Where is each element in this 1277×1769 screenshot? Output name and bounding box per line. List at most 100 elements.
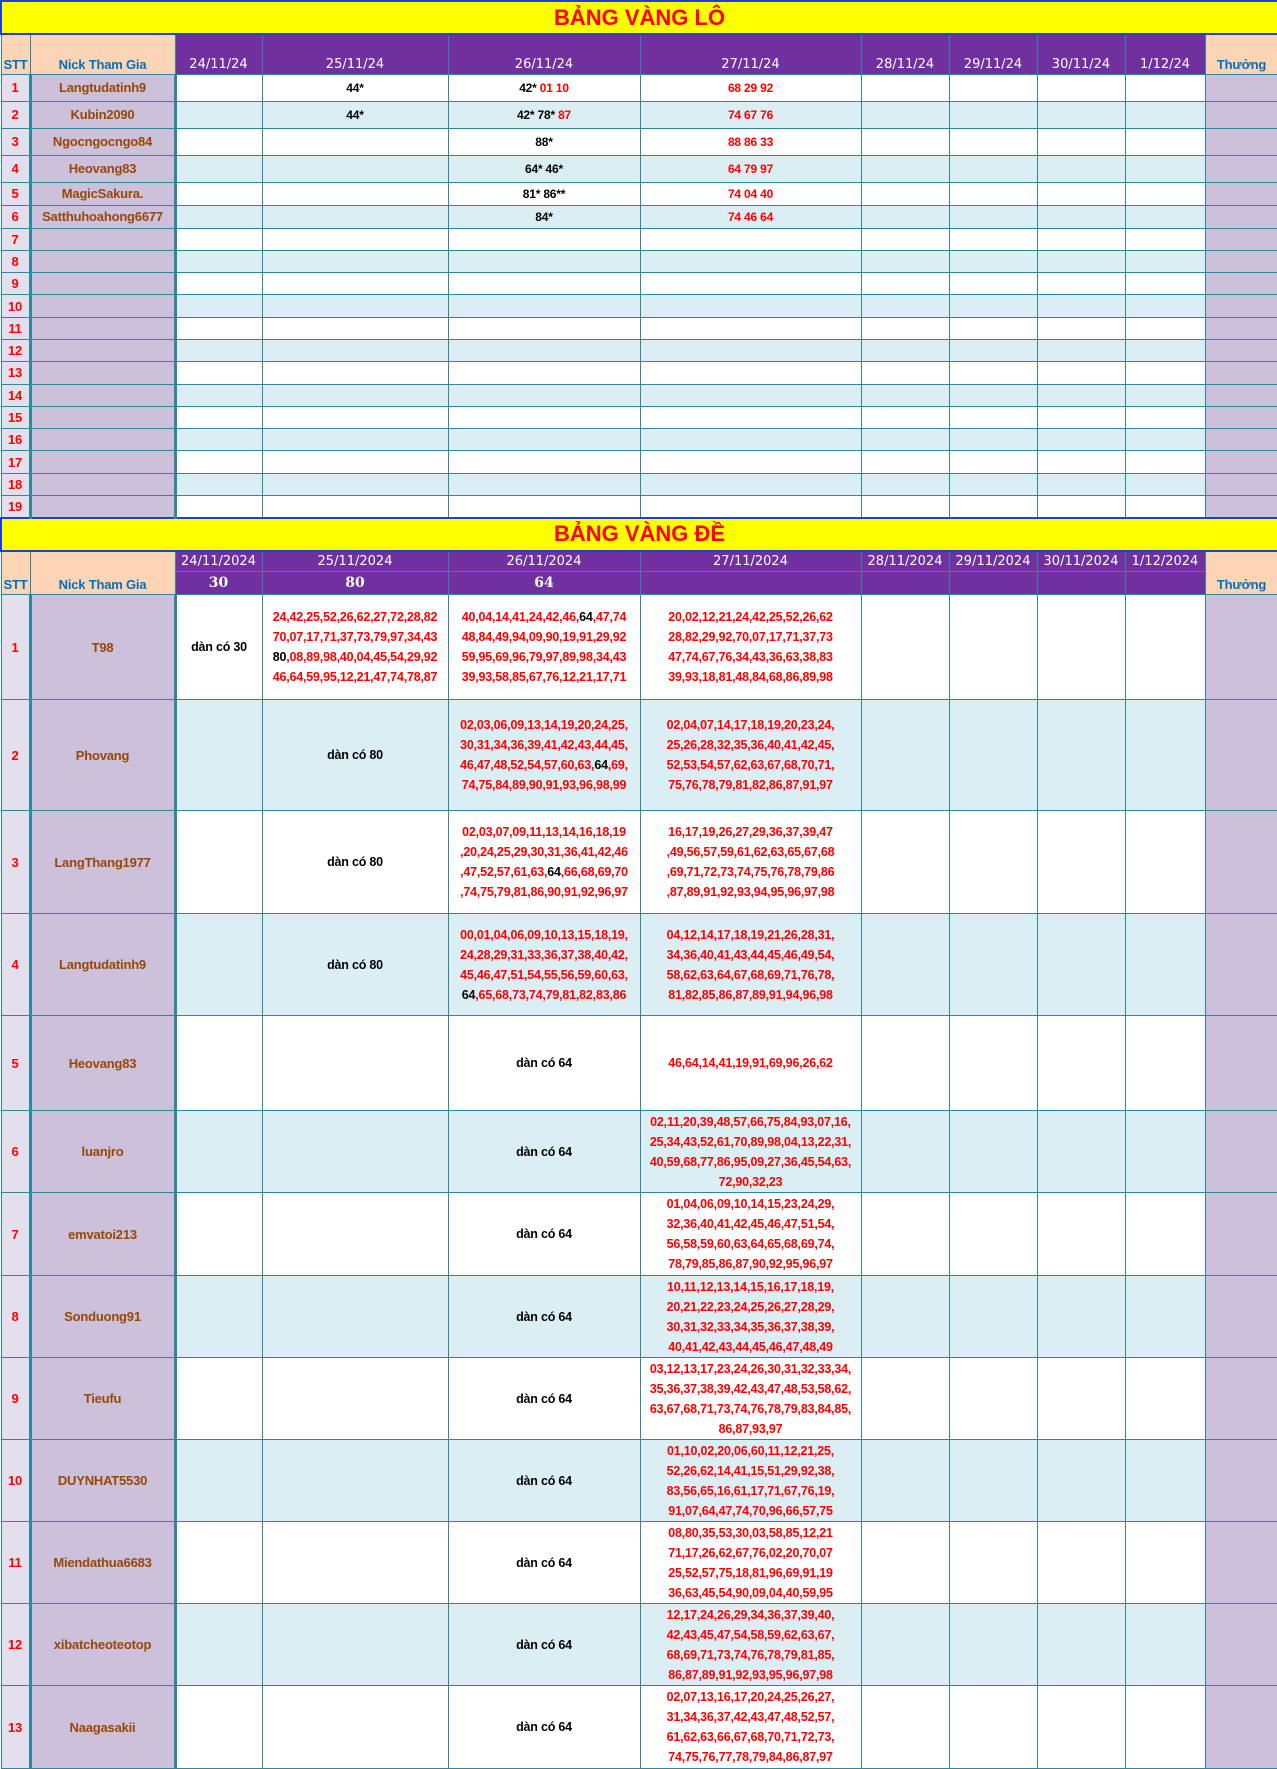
pick-cell[interactable]: 02,03,06,09,13,14,19,20,24,25, 30,31,34,3… [447,699,641,812]
pick-cell[interactable] [1036,73,1126,102]
pick-cell[interactable] [639,227,862,251]
pick-cell[interactable] [1124,181,1206,206]
pick-cell[interactable] [948,361,1038,385]
pick-cell[interactable] [174,405,263,430]
pick-cell[interactable] [261,154,449,183]
pick-cell[interactable] [174,272,263,296]
pick-cell[interactable] [174,204,263,229]
pick-cell[interactable]: 00,01,04,06,09,10,13,15,18,19, 24,28,29,3… [447,913,641,1017]
pick-cell[interactable] [1036,1192,1126,1277]
pick-cell[interactable] [1036,810,1126,915]
pick-cell[interactable] [261,204,449,229]
pick-cell[interactable]: 68 29 92 [639,73,862,102]
pick-cell[interactable] [1124,472,1206,497]
pick-cell[interactable] [948,316,1038,340]
pick-cell[interactable] [447,495,641,519]
pick-cell[interactable] [261,1439,449,1523]
pick-cell[interactable]: 64 79 97 [639,154,862,183]
pick-cell[interactable]: dàn có 80 [261,699,449,812]
pick-cell[interactable] [1124,361,1206,385]
pick-cell[interactable] [261,1685,449,1769]
pick-cell[interactable] [860,1192,950,1277]
pick-cell[interactable] [860,272,950,296]
pick-cell[interactable] [860,428,950,452]
pick-cell[interactable] [1124,1685,1206,1769]
pick-cell[interactable] [1124,73,1206,102]
pick-cell[interactable] [948,100,1038,129]
pick-cell[interactable] [1036,1439,1126,1523]
pick-cell[interactable] [1124,450,1206,474]
pick-cell[interactable] [447,338,641,363]
pick-cell[interactable] [860,450,950,474]
pick-cell[interactable]: 24,42,25,52,26,62,27,72,28,82 70,07,17,71… [261,594,449,701]
pick-cell[interactable] [860,316,950,340]
pick-cell[interactable] [1036,1275,1126,1359]
pick-cell[interactable] [1036,181,1126,206]
pick-cell[interactable] [639,472,862,497]
pick-cell[interactable] [447,428,641,452]
pick-cell[interactable] [948,594,1038,701]
pick-cell[interactable]: dàn có 64 [447,1357,641,1441]
pick-cell[interactable] [1124,272,1206,296]
pick-cell[interactable] [261,1110,449,1194]
pick-cell[interactable] [948,1685,1038,1769]
pick-cell[interactable]: dàn có 64 [447,1015,641,1112]
pick-cell[interactable] [261,272,449,296]
pick-cell[interactable] [447,272,641,296]
pick-cell[interactable]: dàn có 30 [174,594,263,701]
pick-cell[interactable] [948,450,1038,474]
pick-cell[interactable]: dàn có 80 [261,913,449,1017]
pick-cell[interactable] [948,1192,1038,1277]
pick-cell[interactable]: dàn có 64 [447,1685,641,1769]
pick-cell[interactable] [1124,1192,1206,1277]
pick-cell[interactable] [860,699,950,812]
pick-cell[interactable] [174,1192,263,1277]
pick-cell[interactable]: 42* 01 10 [447,73,641,102]
pick-cell[interactable] [447,450,641,474]
pick-cell[interactable] [174,249,263,274]
pick-cell[interactable] [1036,361,1126,385]
pick-cell[interactable] [860,249,950,274]
pick-cell[interactable] [1036,100,1126,129]
pick-cell[interactable] [261,472,449,497]
pick-cell[interactable] [447,316,641,340]
pick-cell[interactable] [174,383,263,407]
pick-cell[interactable] [174,73,263,102]
pick-cell[interactable] [261,294,449,318]
pick-cell[interactable] [447,383,641,407]
pick-cell[interactable] [1036,1685,1126,1769]
pick-cell[interactable]: 84* [447,204,641,229]
pick-cell[interactable] [1124,204,1206,229]
pick-cell[interactable]: 64* 46* [447,154,641,183]
pick-cell[interactable] [1036,383,1126,407]
pick-cell[interactable] [1036,1110,1126,1194]
pick-cell[interactable] [860,1439,950,1523]
pick-cell[interactable] [261,405,449,430]
pick-cell[interactable] [1124,495,1206,519]
pick-cell[interactable] [1124,913,1206,1017]
pick-cell[interactable] [261,1015,449,1112]
pick-cell[interactable] [860,100,950,129]
pick-cell[interactable] [1036,405,1126,430]
pick-cell[interactable] [1036,227,1126,251]
pick-cell[interactable] [447,227,641,251]
pick-cell[interactable] [261,361,449,385]
pick-cell[interactable] [261,227,449,251]
pick-cell[interactable] [261,127,449,156]
pick-cell[interactable] [174,1110,263,1194]
pick-cell[interactable] [948,338,1038,363]
pick-cell[interactable] [948,472,1038,497]
pick-cell[interactable]: 01,10,02,20,06,60,11,12,21,25, 52,26,62,1… [639,1439,862,1523]
pick-cell[interactable] [1036,249,1126,274]
pick-cell[interactable] [948,1603,1038,1687]
pick-cell[interactable] [860,73,950,102]
pick-cell[interactable] [860,913,950,1017]
pick-cell[interactable] [1036,472,1126,497]
pick-cell[interactable] [447,249,641,274]
pick-cell[interactable] [948,1521,1038,1605]
pick-cell[interactable] [1124,316,1206,340]
pick-cell[interactable] [948,699,1038,812]
pick-cell[interactable] [447,472,641,497]
pick-cell[interactable] [261,249,449,274]
pick-cell[interactable] [174,1275,263,1359]
